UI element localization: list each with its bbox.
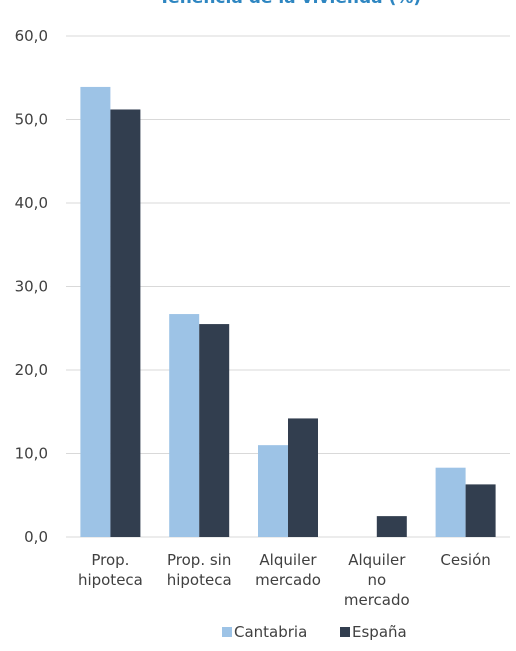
legend: Cantabria España <box>222 623 407 641</box>
bar-cantabria-4 <box>435 467 466 537</box>
bar-cantabria-2 <box>258 445 288 537</box>
x-category-label: Cesión <box>440 551 490 569</box>
y-tick-label: 40,0 <box>15 194 48 212</box>
bar-espa-a-0 <box>110 109 141 537</box>
y-tick-label: 20,0 <box>15 361 48 379</box>
bar-cantabria-0 <box>80 86 111 537</box>
bar-espa-a-1 <box>199 324 230 537</box>
y-tick-label: 10,0 <box>15 445 48 463</box>
legend-label: España <box>352 623 407 641</box>
x-category-label: Prop. hipoteca <box>78 551 143 589</box>
bar-cantabria-1 <box>169 314 200 537</box>
y-tick-label: 60,0 <box>15 27 48 45</box>
bar-espa-a-3 <box>376 516 407 537</box>
bars <box>80 86 496 537</box>
legend-swatch <box>340 627 350 637</box>
y-tick-label: 30,0 <box>15 278 48 296</box>
x-category-label: Alquiler no mercado <box>344 551 410 609</box>
y-tick-label: 50,0 <box>15 111 48 129</box>
y-axis-tick-labels: 0,0 10,0 20,0 30,0 40,0 50,0 60,0 <box>15 27 48 546</box>
y-tick-label: 0,0 <box>24 528 48 546</box>
x-category-label: Prop. sin hipoteca <box>167 551 232 589</box>
x-category-label: Alquiler mercado <box>255 551 321 589</box>
bar-espa-a-4 <box>465 484 496 537</box>
chart-title: Tenencia de la vivienda (%) <box>159 0 421 8</box>
legend-swatch <box>222 627 232 637</box>
bar-espa-a-2 <box>288 418 318 537</box>
category-labels: Prop. hipoteca Prop. sin hipoteca Alquiler me… <box>78 551 491 609</box>
legend-label: Cantabria <box>234 623 307 641</box>
